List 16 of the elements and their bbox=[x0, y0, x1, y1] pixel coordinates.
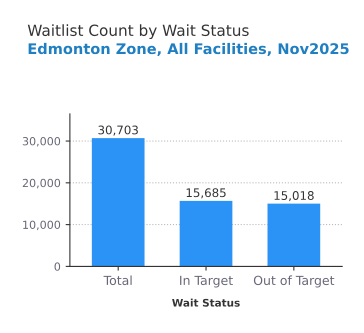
x-tick-label: Out of Target bbox=[254, 275, 334, 288]
y-tick-label: 20,000 bbox=[22, 178, 60, 188]
chart-title: Waitlist Count by Wait Status bbox=[28, 24, 249, 40]
bar bbox=[180, 200, 232, 266]
x-tick-label: Total bbox=[104, 275, 132, 286]
data-label: 15,685 bbox=[186, 188, 226, 198]
y-tick-label: 10,000 bbox=[23, 220, 60, 230]
x-axis-title: Wait Status bbox=[172, 298, 240, 307]
data-label: 15,018 bbox=[274, 191, 314, 202]
data-label: 30,703 bbox=[98, 126, 138, 136]
chart-subtitle: Edmonton Zone, All Facilities, Nov2025 bbox=[28, 42, 349, 56]
y-tick-label: 30,000 bbox=[22, 137, 60, 147]
y-tick-label: 0 bbox=[54, 262, 60, 271]
bar bbox=[92, 138, 145, 266]
x-tick-label: In Target bbox=[180, 276, 233, 288]
bar bbox=[268, 204, 320, 266]
